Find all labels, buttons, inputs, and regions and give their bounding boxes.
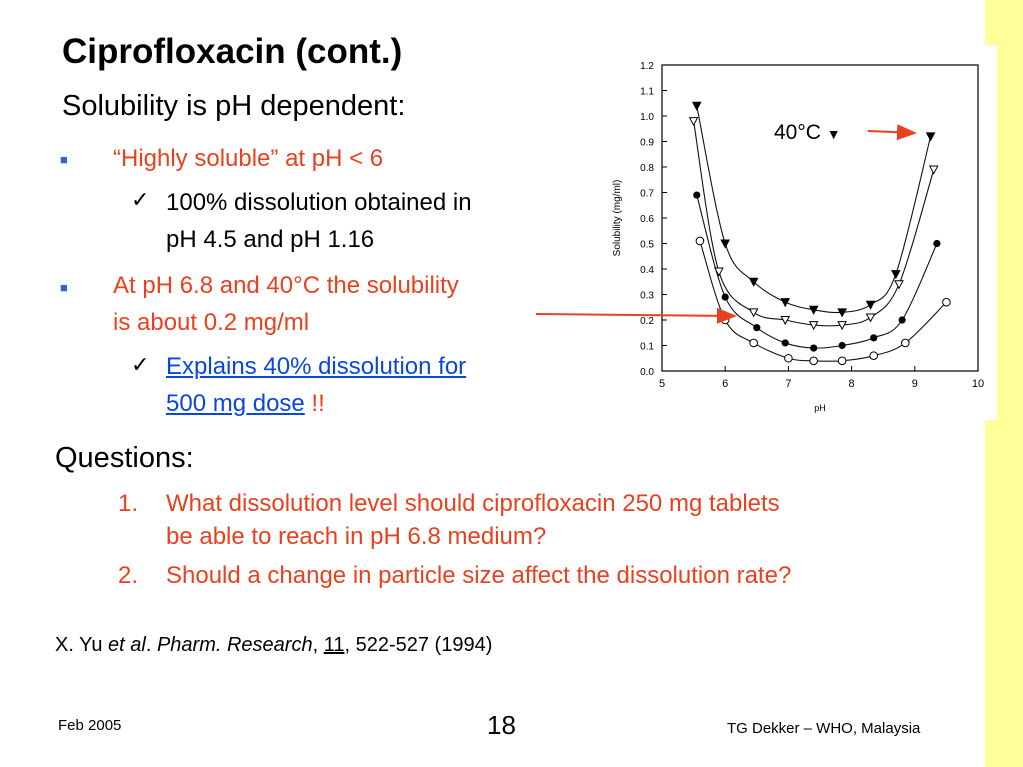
slide-title: Ciprofloxacin (cont.) xyxy=(62,32,403,71)
data-point-filled-circle xyxy=(933,239,941,248)
data-point-open-circle xyxy=(784,353,793,363)
footer-organization: TG Dekker – WHO, Malaysia xyxy=(727,720,921,737)
y-tick-label: 1.1 xyxy=(640,87,654,98)
y-tick-label: 0.6 xyxy=(640,214,654,225)
solubility-chart-panel: 0.0 0.1 0.2 0.3 0.4 0.5 0.6 0.7 0.8 0.9 1.0 1.1 1.2 5… xyxy=(600,45,997,420)
x-tick-label: 9 xyxy=(912,378,918,390)
check-item-line2: pH 4.5 and pH 1.16 xyxy=(166,226,375,253)
data-point-open-triangle xyxy=(688,117,699,127)
y-tick-label: 0.1 xyxy=(640,342,654,353)
data-point-filled-circle xyxy=(693,191,701,199)
data-point-open-circle xyxy=(695,236,705,246)
data-point-filled-triangle xyxy=(865,300,876,310)
question-number: 1. xyxy=(118,490,139,517)
data-point-filled-triangle xyxy=(691,101,702,111)
square-bullet-icon: ■ xyxy=(60,152,68,167)
bullet-highly-soluble: “Highly soluble” at pH < 6 xyxy=(113,145,384,172)
explains-link-line2[interactable]: 500 mg dose !! xyxy=(166,390,325,417)
data-point-filled-circle xyxy=(781,339,789,347)
triangle-down-icon: ▼ xyxy=(826,126,841,142)
reference-citation: X. Yu et al. Pharm. Research, 11, 522-52… xyxy=(55,634,493,656)
checkmark-icon: ✓ xyxy=(131,187,150,212)
data-point-filled-triangle xyxy=(748,277,759,287)
data-point-open-triangle xyxy=(928,165,939,175)
y-tick-label: 0.0 xyxy=(640,367,654,378)
data-point-open-triangle xyxy=(837,321,847,331)
y-tick-label: 0.3 xyxy=(640,291,654,302)
x-tick-label: 7 xyxy=(785,378,791,390)
footer-date: Feb 2005 xyxy=(58,717,122,734)
y-tick-label: 1.0 xyxy=(640,112,654,123)
data-point-filled-circle xyxy=(838,341,846,350)
data-point-filled-circle xyxy=(721,293,729,301)
question-2-line1: Should a change in particle size affect … xyxy=(166,562,792,589)
explains-link-line1[interactable]: Explains 40% dissolution for xyxy=(166,353,467,380)
solubility-chart: 0.0 0.1 0.2 0.3 0.4 0.5 0.6 0.7 0.8 0.9 1.0 1.1 1.2 5… xyxy=(612,61,984,413)
data-point-open-triangle xyxy=(714,267,724,277)
data-point-filled-triangle xyxy=(891,270,901,280)
slide-subtitle: Solubility is pH dependent: xyxy=(62,90,406,122)
y-tick-label: 0.4 xyxy=(640,265,654,276)
annotation-40c-label: 40°C ▼ xyxy=(774,121,841,144)
data-point-filled-triangle xyxy=(837,308,847,318)
data-point-open-triangle xyxy=(780,316,791,326)
data-point-open-circle xyxy=(869,351,879,361)
data-point-open-circle xyxy=(837,356,847,366)
x-tick-label: 5 xyxy=(659,378,665,390)
data-point-filled-circle xyxy=(753,324,761,332)
y-tick-label: 0.9 xyxy=(640,138,654,149)
bullet-solubility-line1: At pH 6.8 and 40°C the solubility xyxy=(113,272,459,299)
fitted-curve xyxy=(693,121,935,327)
y-tick-label: 0.8 xyxy=(640,163,654,174)
square-bullet-icon: ■ xyxy=(60,280,68,295)
y-tick-label: 1.2 xyxy=(640,61,654,72)
data-point-open-triangle xyxy=(808,321,819,331)
data-point-filled-circle xyxy=(810,344,818,352)
y-axis-label: Solubility (mg/ml) xyxy=(612,180,623,257)
data-point-open-triangle xyxy=(865,313,876,323)
questions-heading: Questions: xyxy=(55,442,194,474)
bullet-solubility-line2: is about 0.2 mg/ml xyxy=(113,309,310,336)
data-point-open-circle xyxy=(901,338,910,348)
page-number: 18 xyxy=(487,710,516,740)
x-tick-label: 6 xyxy=(722,378,728,390)
data-point-filled-circle xyxy=(898,316,906,324)
y-tick-label: 0.2 xyxy=(640,316,654,327)
checkmark-icon: ✓ xyxy=(131,352,150,377)
data-point-open-triangle xyxy=(894,280,904,290)
data-point-open-circle xyxy=(720,315,730,325)
x-axis-label: pH xyxy=(814,403,826,413)
data-point-open-circle xyxy=(749,338,758,348)
check-item-line1: 100% dissolution obtained in xyxy=(166,189,472,216)
data-point-filled-circle xyxy=(870,334,878,342)
data-point-filled-triangle xyxy=(808,305,819,315)
x-tick-label: 10 xyxy=(972,378,984,390)
question-1-line2: be able to reach in pH 6.8 medium? xyxy=(166,523,547,550)
y-tick-label: 0.7 xyxy=(640,189,654,200)
question-1-line1: What dissolution level should ciprofloxa… xyxy=(166,490,780,517)
question-number: 2. xyxy=(118,562,139,589)
data-point-filled-triangle xyxy=(780,298,791,308)
data-point-open-circle xyxy=(809,356,818,366)
x-tick-label: 8 xyxy=(849,378,855,390)
data-point-open-circle xyxy=(942,297,951,307)
data-point-open-triangle xyxy=(748,308,759,318)
data-point-filled-triangle xyxy=(720,239,731,249)
data-point-filled-triangle xyxy=(925,132,936,142)
y-tick-label: 0.5 xyxy=(640,240,654,251)
